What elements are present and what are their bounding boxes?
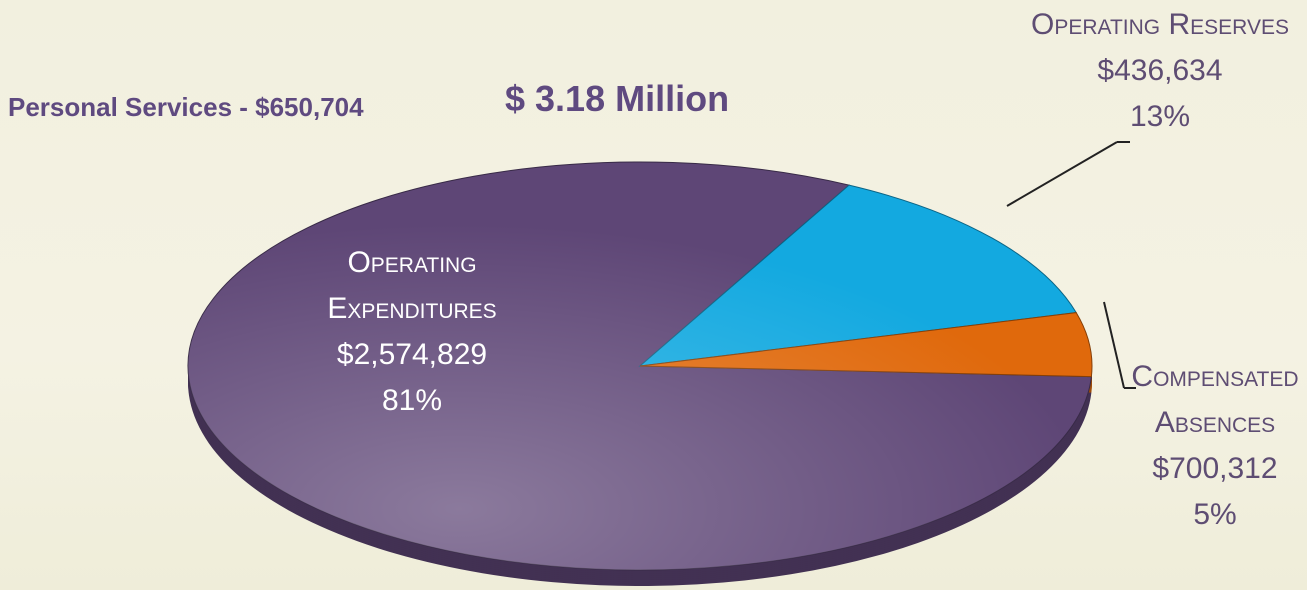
amount-label: $436,634 — [1097, 54, 1223, 87]
category-label: Compensated Absences — [1131, 360, 1299, 439]
percent-label: 5% — [1193, 498, 1237, 531]
slice-label: Operating Reserves $436,634 13% — [1030, 2, 1290, 140]
chart-subtitle: Personal Services - $650,704 — [8, 92, 364, 122]
slice-label: Compensated Absences $700,312 5% — [1125, 354, 1305, 538]
amount-label: $2,574,829 — [336, 338, 488, 371]
leader-line — [1103, 301, 1125, 389]
category-label: Operating Expenditures — [327, 246, 497, 325]
slice-label: Operating Expenditures $2,574,829 81% — [322, 240, 502, 424]
chart-title: $ 3.18 Million — [505, 78, 730, 119]
category-label: Operating Reserves — [1031, 8, 1289, 41]
leader-line — [1006, 141, 1118, 207]
percent-label: 13% — [1129, 100, 1191, 133]
amount-label: $700,312 — [1152, 452, 1278, 485]
percent-label: 81% — [381, 384, 443, 417]
